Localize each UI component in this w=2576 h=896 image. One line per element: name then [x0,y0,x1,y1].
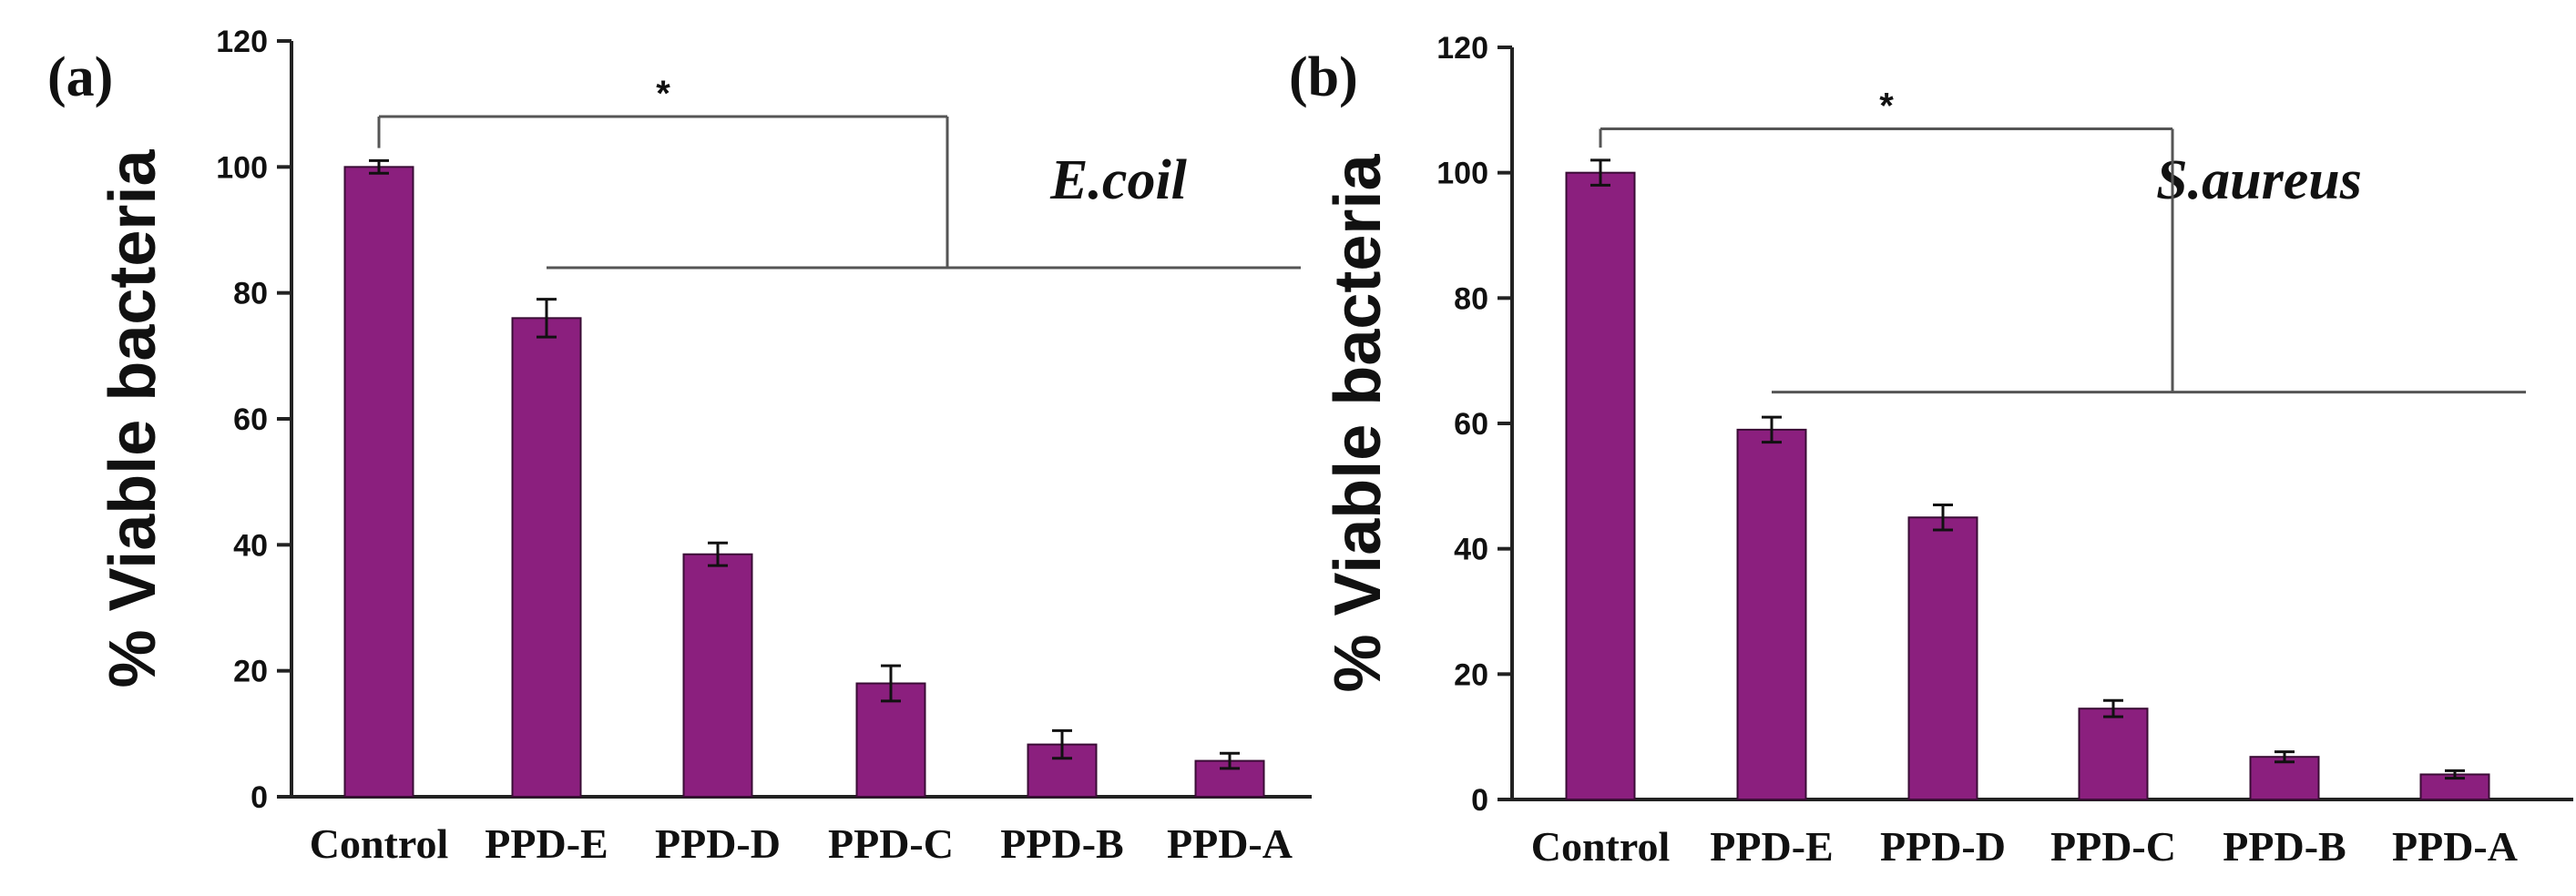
panel-label: (a) [47,46,113,108]
y-tick-label: 40 [1454,533,1488,567]
category-label: PPD-E [1710,823,1833,870]
y-tick-label: 100 [1436,157,1488,191]
y-tick-label: 60 [233,402,268,437]
error-bar [708,541,728,567]
organism-label: S.aureus [2156,149,2362,211]
y-tick-label: 20 [1454,657,1488,692]
significance-star: * [1879,86,1894,126]
category-label: PPD-A [1167,820,1293,867]
error-bar [1762,415,1782,444]
error-bar [2103,698,2123,718]
category-label: PPD-A [2392,823,2518,870]
y-tick-label: 80 [233,277,268,311]
category-label: PPD-B [2223,823,2346,870]
error-bar [881,664,901,703]
bar [1907,516,1978,800]
error-bar [2445,769,2465,780]
category-label: PPD-C [2050,823,2176,870]
bar [682,553,753,798]
error-bar [537,298,557,339]
significance-star: * [656,74,670,114]
significance-bracket: * [377,74,1301,270]
y-axis-title: % Viable bacteria [97,149,169,688]
y-tick-label: 0 [250,780,268,815]
error-bar [1052,728,1072,760]
error-bar [1933,503,1953,532]
y-tick-label: 60 [1454,407,1488,442]
error-bar [1590,158,1610,187]
category-label: PPD-D [655,820,781,867]
error-bar [369,158,389,175]
error-bar [2274,750,2295,764]
y-tick-label: 80 [1454,281,1488,316]
category-label: PPD-E [485,820,608,867]
y-tick-label: 20 [233,655,268,689]
category-label: PPD-D [1880,823,2006,870]
organism-label: E.coil [1049,149,1188,211]
y-tick-label: 0 [1471,783,1488,818]
bar [1565,171,1636,800]
y-tick-label: 120 [216,25,268,59]
bar [2078,708,2149,800]
category-label: Control [1531,823,1671,870]
panel-label: (b) [1289,46,1358,108]
category-label: PPD-C [828,820,954,867]
y-tick-label: 100 [216,150,268,185]
y-tick-label: 40 [233,528,268,563]
bar [343,166,414,799]
bar [2249,756,2320,801]
category-label: PPD-B [1000,820,1123,867]
significance-bracket: * [1599,86,2526,394]
y-tick-label: 120 [1436,31,1488,66]
bar [1736,428,1807,800]
category-label: Control [310,820,449,867]
chart-panel-a: (a) % Viable bacteria E.coil 0 20 40 60 80 100 12… [47,25,1312,867]
bar [511,317,582,799]
error-bar [1220,751,1240,770]
y-axis-title: % Viable bacteria [1322,154,1395,693]
chart-panel-b: (b) % Viable bacteria S.aureus 0 20 40 60 80 100… [1289,31,2573,870]
